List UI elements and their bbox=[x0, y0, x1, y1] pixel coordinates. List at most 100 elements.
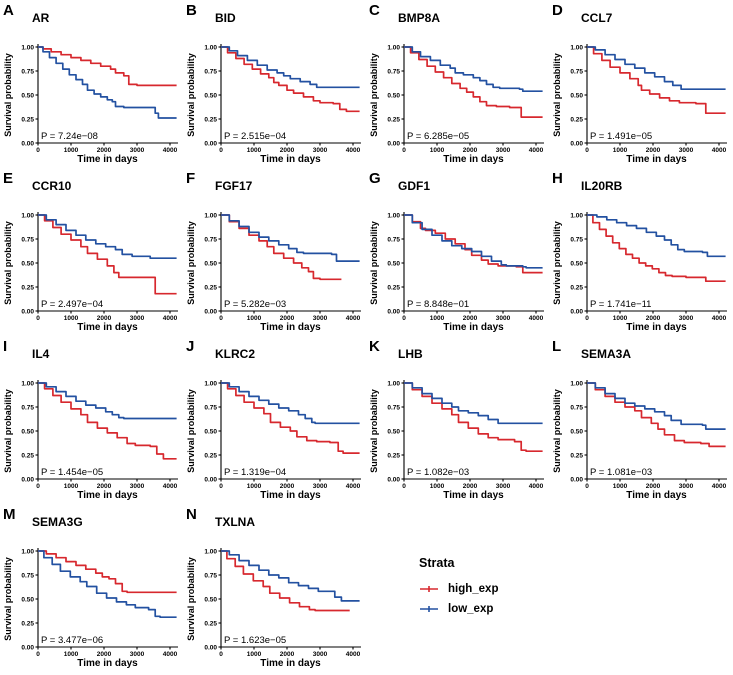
y-tick-label: 0.25 bbox=[21, 284, 34, 291]
x-tick-label: 0 bbox=[36, 315, 40, 322]
gene-title: FGF17 bbox=[215, 179, 253, 193]
x-tick-label: 3000 bbox=[679, 483, 694, 490]
panel-letter: J bbox=[186, 338, 194, 355]
y-tick-label: 0.50 bbox=[21, 428, 34, 435]
y-tick-label: 0.25 bbox=[570, 452, 583, 459]
y-tick-label: 1.00 bbox=[570, 212, 583, 219]
y-tick-label: 0.50 bbox=[21, 92, 34, 99]
y-tick-label: 0.25 bbox=[204, 284, 217, 291]
curve-high_exp bbox=[38, 214, 177, 295]
y-tick-label: 0.00 bbox=[21, 644, 34, 651]
curve-high_exp bbox=[404, 382, 543, 453]
x-tick-label: 1000 bbox=[247, 147, 262, 154]
panel-letter: L bbox=[552, 338, 561, 355]
km-panel-CCL7: D CCL7 Survival probability Time in days 1.0… bbox=[549, 0, 732, 168]
y-tick-label: 0.50 bbox=[387, 260, 400, 267]
y-tick-label: 0.50 bbox=[204, 428, 217, 435]
x-axis-label: Time in days bbox=[260, 658, 321, 669]
x-tick-label: 4000 bbox=[346, 147, 361, 154]
y-axis-label: Survival probability bbox=[186, 389, 196, 473]
y-axis-label: Survival probability bbox=[3, 557, 13, 641]
p-value-label: P = 3.477e−06 bbox=[41, 635, 103, 646]
x-tick-label: 2000 bbox=[646, 315, 661, 322]
y-tick-label: 0.25 bbox=[570, 284, 583, 291]
y-tick-label: 1.00 bbox=[387, 380, 400, 387]
curve-low_exp bbox=[38, 550, 177, 619]
gene-title: LHB bbox=[398, 347, 423, 361]
curve-low_exp bbox=[587, 46, 726, 91]
panel-letter: E bbox=[3, 170, 13, 187]
x-tick-label: 2000 bbox=[463, 315, 478, 322]
panel-letter: B bbox=[186, 2, 197, 19]
x-tick-label: 2000 bbox=[97, 483, 112, 490]
curve-high_exp bbox=[587, 214, 726, 283]
x-tick-label: 1000 bbox=[613, 483, 628, 490]
km-panel-IL4: I IL4 Survival probability Time in days 1.00… bbox=[0, 336, 183, 504]
x-tick-label: 0 bbox=[36, 651, 40, 658]
y-tick-label: 1.00 bbox=[204, 380, 217, 387]
x-axis-label: Time in days bbox=[260, 322, 321, 333]
panel-letter: A bbox=[3, 2, 14, 19]
y-tick-label: 0.25 bbox=[21, 620, 34, 627]
curve-low_exp bbox=[221, 550, 360, 602]
y-tick-label: 1.00 bbox=[21, 44, 34, 51]
y-tick-label: 0.00 bbox=[387, 308, 400, 315]
x-tick-label: 2000 bbox=[646, 147, 661, 154]
x-axis-label: Time in days bbox=[443, 154, 504, 165]
y-tick-label: 0.75 bbox=[387, 236, 400, 243]
p-value-label: P = 5.282e−03 bbox=[224, 299, 286, 310]
gene-title: GDF1 bbox=[398, 179, 430, 193]
axes bbox=[403, 380, 544, 480]
x-axis-label: Time in days bbox=[260, 154, 321, 165]
x-tick-label: 1000 bbox=[430, 483, 445, 490]
x-tick-label: 3000 bbox=[496, 483, 511, 490]
x-tick-label: 1000 bbox=[430, 147, 445, 154]
gene-title: CCR10 bbox=[32, 179, 72, 193]
km-panel-IL20RB: H IL20RB Survival probability Time in days 1… bbox=[549, 168, 732, 336]
x-tick-label: 0 bbox=[219, 147, 223, 154]
x-tick-label: 1000 bbox=[247, 483, 262, 490]
curve-high_exp bbox=[38, 382, 177, 460]
x-axis-label: Time in days bbox=[626, 154, 687, 165]
p-value-label: P = 2.497e−04 bbox=[41, 299, 103, 310]
x-tick-label: 0 bbox=[402, 315, 406, 322]
y-tick-label: 0.25 bbox=[204, 620, 217, 627]
p-value-label: P = 6.285e−05 bbox=[407, 131, 469, 142]
y-tick-label: 0.00 bbox=[21, 476, 34, 483]
y-tick-label: 0.75 bbox=[570, 68, 583, 75]
x-tick-label: 3000 bbox=[313, 147, 328, 154]
x-tick-label: 1000 bbox=[64, 483, 79, 490]
panel-letter: K bbox=[369, 338, 380, 355]
x-tick-label: 0 bbox=[219, 483, 223, 490]
y-axis-label: Survival probability bbox=[186, 53, 196, 137]
x-axis-label: Time in days bbox=[443, 322, 504, 333]
x-tick-label: 1000 bbox=[64, 147, 79, 154]
y-axis-label: Survival probability bbox=[369, 389, 379, 473]
x-tick-label: 3000 bbox=[313, 315, 328, 322]
y-axis-label: Survival probability bbox=[369, 53, 379, 137]
y-tick-label: 1.00 bbox=[570, 44, 583, 51]
curve-high_exp bbox=[587, 382, 726, 448]
curve-low_exp bbox=[38, 214, 177, 260]
y-tick-label: 0.50 bbox=[204, 92, 217, 99]
km-panel-FGF17: F FGF17 Survival probability Time in days 1.… bbox=[183, 168, 366, 336]
curve-low_exp bbox=[221, 214, 360, 262]
x-tick-label: 1000 bbox=[613, 315, 628, 322]
x-tick-label: 4000 bbox=[163, 147, 178, 154]
km-panel-CCR10: E CCR10 Survival probability Time in days 1.… bbox=[0, 168, 183, 336]
y-tick-label: 0.50 bbox=[570, 428, 583, 435]
curve-low_exp bbox=[38, 46, 177, 119]
y-tick-label: 0.75 bbox=[204, 236, 217, 243]
curve-low_exp bbox=[221, 382, 360, 425]
y-tick-label: 0.75 bbox=[387, 404, 400, 411]
x-tick-label: 0 bbox=[402, 483, 406, 490]
km-panel-GDF1: G GDF1 Survival probability Time in days 1.0… bbox=[366, 168, 549, 336]
x-tick-label: 0 bbox=[36, 147, 40, 154]
y-tick-label: 1.00 bbox=[204, 44, 217, 51]
y-tick-label: 0.00 bbox=[204, 644, 217, 651]
x-tick-label: 1000 bbox=[430, 315, 445, 322]
x-tick-label: 0 bbox=[585, 483, 589, 490]
y-tick-label: 0.75 bbox=[21, 68, 34, 75]
curve-high_exp bbox=[38, 46, 177, 87]
